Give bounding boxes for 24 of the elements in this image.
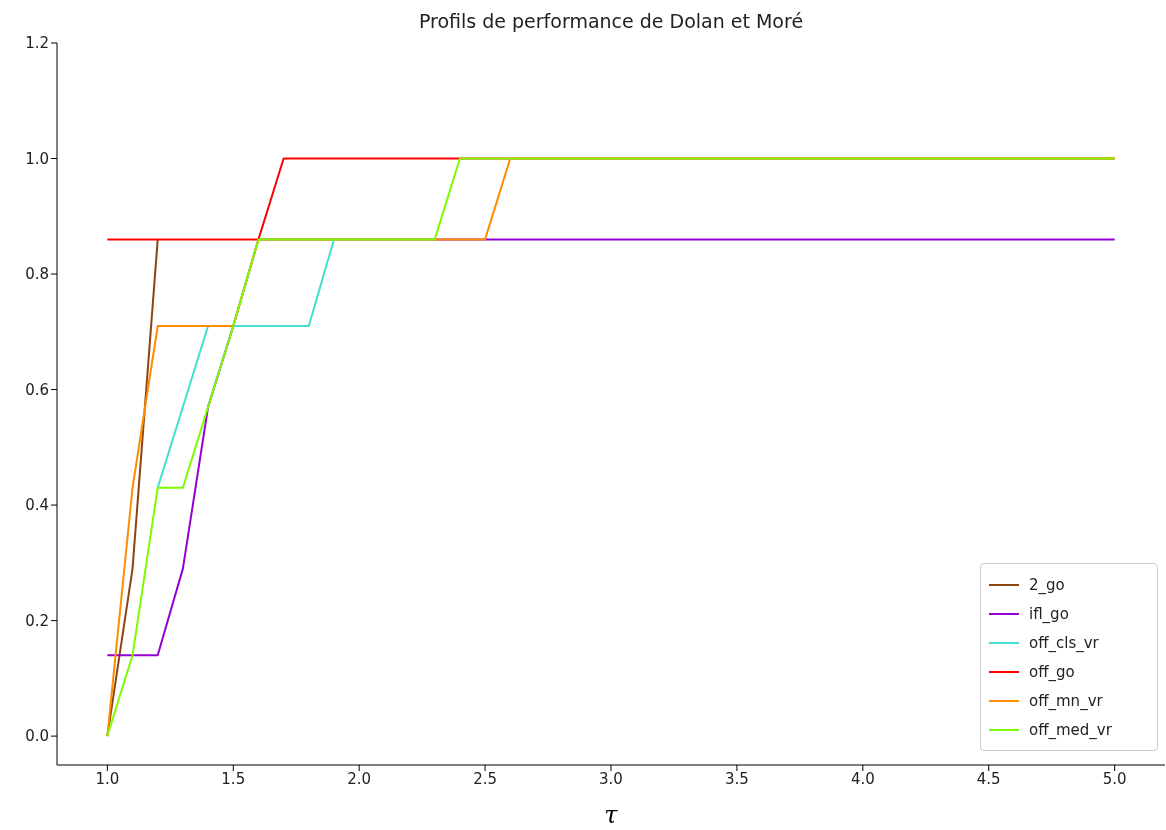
x-tick-label: 1.5: [221, 769, 246, 788]
chart-title: Profils de performance de Dolan et Moré: [417, 10, 805, 32]
y-tick-label: 0.2: [25, 611, 49, 630]
legend-label: 2_go: [1029, 575, 1065, 594]
y-tick-label: 0.6: [25, 380, 49, 399]
x-axis-title: τ: [604, 801, 619, 829]
legend-label: off_mn_vr: [1029, 691, 1103, 710]
legend-label: off_cls_vr: [1029, 633, 1099, 652]
y-tick-label: 0.8: [25, 265, 49, 284]
x-tick-label: 2.0: [347, 769, 372, 788]
x-tick-label: 3.0: [599, 769, 623, 788]
y-tick-label: 1.2: [25, 34, 49, 53]
y-tick-label: 0.0: [25, 727, 49, 746]
x-tick-label: 4.0: [850, 769, 875, 788]
x-tick-label: 2.5: [473, 769, 498, 788]
y-tick-label: 1.0: [25, 149, 49, 168]
y-tick-label: 0.4: [25, 496, 49, 515]
x-tick-label: 5.0: [1102, 769, 1127, 788]
x-tick-label: 4.5: [976, 769, 1001, 788]
legend-label: off_med_vr: [1029, 720, 1112, 739]
legend-label: off_go: [1029, 662, 1075, 681]
x-tick-label: 3.5: [724, 769, 749, 788]
legend-label: ifl_go: [1029, 604, 1069, 623]
x-tick-label: 1.0: [95, 769, 120, 788]
